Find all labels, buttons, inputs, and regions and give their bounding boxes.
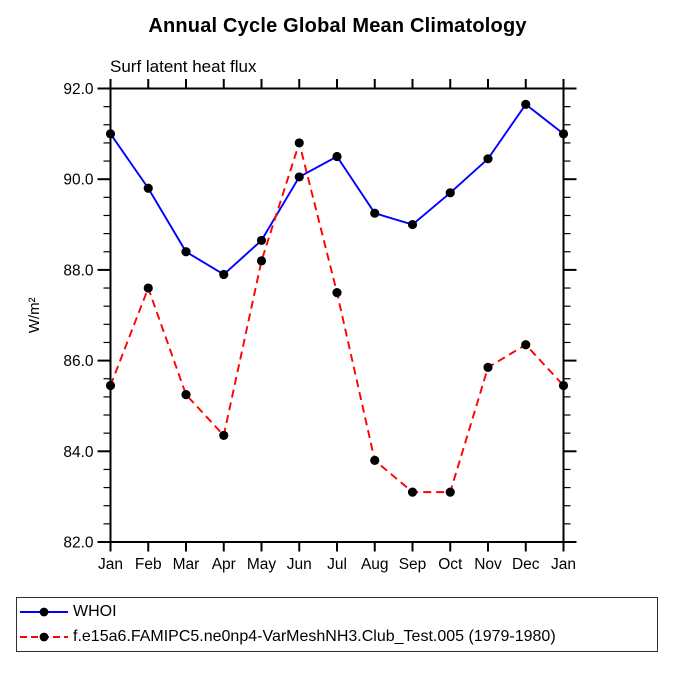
data-point-marker bbox=[558, 380, 569, 391]
data-point-marker bbox=[483, 154, 493, 164]
data-point-marker bbox=[483, 362, 493, 373]
x-tick-label: Mar bbox=[173, 556, 200, 573]
x-tick-label: Feb bbox=[135, 556, 162, 573]
x-tick-label: Jul bbox=[327, 556, 347, 573]
data-point-marker bbox=[256, 256, 267, 266]
series-line-model bbox=[109, 139, 565, 494]
data-point-marker bbox=[407, 219, 418, 230]
x-tick-label: Jan bbox=[551, 556, 576, 573]
chart-subtitle: Surf latent heat flux bbox=[110, 57, 257, 76]
legend-box: WHOI f.e15a6.FAMIPC5.ne0np4-VarMeshNH3.C… bbox=[16, 597, 658, 652]
data-point-marker bbox=[294, 172, 304, 182]
data-point-marker bbox=[256, 235, 267, 246]
y-axis-label: W/m² bbox=[26, 297, 43, 333]
legend-label-whoi: WHOI bbox=[73, 603, 117, 621]
legend-label-model: f.e15a6.FAMIPC5.ne0np4-VarMeshNH3.Club_T… bbox=[73, 627, 556, 645]
data-point-marker bbox=[445, 487, 455, 497]
data-point-marker bbox=[521, 99, 531, 109]
x-tick-label: Sep bbox=[399, 556, 427, 573]
plot-area: 82.0 84.0 86.0 88.0 90.0 92.0 Jan Feb Mar Apr May J… bbox=[26, 79, 577, 573]
data-point-marker bbox=[105, 129, 116, 139]
series-line-whoi bbox=[109, 103, 565, 276]
legend-item-whoi: WHOI bbox=[19, 600, 655, 624]
data-point-marker bbox=[370, 455, 380, 465]
data-point-marker bbox=[370, 208, 380, 218]
data-point-marker bbox=[332, 151, 342, 162]
data-point-marker bbox=[143, 183, 153, 193]
data-point-marker bbox=[521, 340, 531, 350]
data-point-marker bbox=[407, 487, 418, 497]
data-point-marker bbox=[219, 269, 229, 280]
data-point-marker bbox=[445, 188, 455, 198]
chart-title: Annual Cycle Global Mean Climatology bbox=[148, 15, 527, 37]
data-point-marker bbox=[294, 138, 304, 148]
data-point-marker bbox=[558, 129, 569, 139]
y-tick-label: 82.0 bbox=[63, 535, 94, 552]
x-tick-label: Jun bbox=[287, 556, 312, 573]
y-tick-label: 86.0 bbox=[63, 353, 94, 370]
x-tick-label: Nov bbox=[474, 556, 502, 573]
x-tick-label: Oct bbox=[438, 556, 463, 573]
data-point-marker bbox=[143, 283, 153, 293]
data-point-marker bbox=[332, 287, 342, 298]
x-tick-label: Apr bbox=[212, 556, 236, 573]
y-tick-label: 84.0 bbox=[63, 444, 94, 461]
legend-line-sample-model bbox=[20, 632, 68, 642]
legend-line-sample-whoi bbox=[20, 607, 68, 617]
x-tick-label: Dec bbox=[512, 556, 540, 573]
data-point-marker bbox=[181, 247, 191, 257]
x-tick-label: Jan bbox=[98, 556, 123, 573]
y-tick-label: 90.0 bbox=[63, 172, 94, 189]
x-tick-label: Aug bbox=[361, 556, 389, 573]
y-tick-label: 92.0 bbox=[63, 81, 94, 98]
data-point-marker bbox=[219, 430, 229, 441]
y-tick-label: 88.0 bbox=[63, 262, 94, 279]
data-point-marker bbox=[105, 380, 116, 391]
legend-item-model: f.e15a6.FAMIPC5.ne0np4-VarMeshNH3.Club_T… bbox=[19, 625, 655, 649]
data-point-marker bbox=[181, 390, 191, 400]
x-tick-label: May bbox=[247, 556, 277, 573]
